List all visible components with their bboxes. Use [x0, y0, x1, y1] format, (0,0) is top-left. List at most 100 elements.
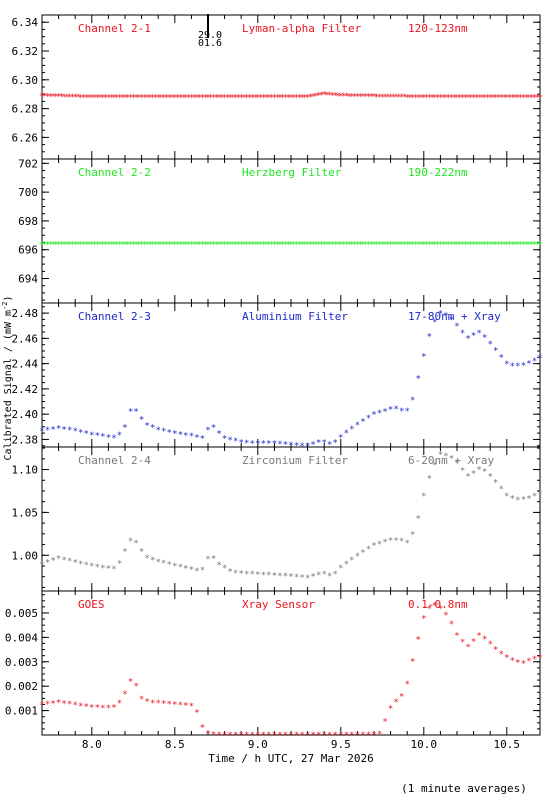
x-tick-label: 10.5 — [494, 738, 521, 751]
data-point: * — [122, 547, 127, 557]
data-point: * — [227, 94, 232, 104]
data-point: * — [485, 94, 490, 104]
data-point: * — [111, 434, 116, 444]
data-point: * — [291, 94, 296, 104]
data-point: * — [67, 557, 72, 567]
data-point: * — [510, 94, 515, 104]
data-point: * — [449, 316, 454, 326]
data-point: * — [122, 423, 127, 433]
data-point: * — [487, 472, 492, 482]
data-point: * — [288, 94, 293, 104]
data-point: * — [277, 94, 282, 104]
data-point: * — [443, 94, 448, 104]
data-point: * — [421, 492, 426, 502]
data-point: * — [120, 94, 125, 104]
data-point: * — [128, 408, 133, 418]
data-point: * — [485, 240, 490, 250]
data-point: * — [186, 94, 191, 104]
data-point: * — [142, 240, 147, 250]
data-point: * — [324, 91, 329, 101]
data-point: * — [238, 240, 243, 250]
x-tick-label: 8.0 — [82, 738, 102, 751]
data-point: * — [283, 731, 288, 741]
data-point: * — [75, 93, 80, 103]
data-point: * — [144, 697, 149, 707]
data-point: * — [230, 240, 235, 250]
data-point: * — [487, 94, 492, 104]
data-point: * — [131, 240, 136, 250]
data-point: * — [510, 657, 515, 667]
data-point: * — [147, 240, 152, 250]
data-point: * — [272, 94, 277, 104]
data-point: * — [399, 240, 404, 250]
data-point: * — [321, 240, 326, 250]
data-point: * — [496, 240, 501, 250]
data-point: * — [56, 554, 61, 564]
data-point: * — [269, 94, 274, 104]
data-point: * — [512, 94, 517, 104]
data-point: * — [106, 94, 111, 104]
y-tick-label: 6.28 — [12, 103, 39, 116]
y-tick-label: 2.38 — [12, 433, 39, 446]
data-point: * — [266, 240, 271, 250]
data-point: * — [283, 94, 288, 104]
data-point: * — [48, 240, 53, 250]
data-point: * — [327, 440, 332, 450]
data-point: * — [416, 515, 421, 525]
data-point: * — [305, 240, 310, 250]
data-point: * — [294, 240, 299, 250]
data-point: * — [310, 240, 315, 250]
data-point: * — [42, 92, 47, 102]
data-point: * — [61, 556, 66, 566]
data-point: * — [377, 409, 382, 419]
data-point: * — [402, 93, 407, 103]
data-point: * — [241, 240, 246, 250]
data-point: * — [438, 605, 443, 615]
data-point: * — [482, 468, 487, 478]
data-point: * — [310, 441, 315, 451]
data-point: * — [122, 240, 127, 250]
data-point: * — [357, 92, 362, 102]
data-point: * — [382, 538, 387, 548]
data-point: * — [161, 94, 166, 104]
data-point: * — [233, 731, 238, 741]
filter-name: Aluminium Filter — [242, 310, 348, 323]
data-point: * — [67, 426, 72, 436]
data-point: * — [482, 635, 487, 645]
data-point: * — [410, 530, 415, 540]
panel-frame — [41, 14, 541, 160]
data-point: * — [277, 240, 282, 250]
data-point: * — [252, 240, 257, 250]
data-point: * — [360, 240, 365, 250]
data-point: * — [274, 240, 279, 250]
data-point: * — [344, 240, 349, 250]
y-tick-label: 2.40 — [12, 408, 39, 421]
data-point: * — [84, 240, 89, 250]
data-point: * — [48, 92, 53, 102]
data-point: * — [250, 731, 255, 741]
data-point: * — [117, 240, 122, 250]
data-point: * — [374, 93, 379, 103]
data-point: * — [100, 433, 105, 443]
data-point: * — [421, 94, 426, 104]
data-point: * — [349, 240, 354, 250]
data-point: * — [255, 240, 260, 250]
data-point: * — [272, 440, 277, 450]
data-point: * — [266, 94, 271, 104]
data-point: * — [244, 94, 249, 104]
data-point: * — [111, 704, 116, 714]
data-point: * — [493, 347, 498, 357]
data-point: * — [50, 92, 55, 102]
data-point: * — [305, 574, 310, 584]
data-point: * — [172, 430, 177, 440]
data-point: * — [230, 94, 235, 104]
data-point: * — [297, 240, 302, 250]
data-point: * — [39, 240, 44, 250]
filter-name: Lyman-alpha Filter — [242, 22, 362, 35]
data-point: * — [385, 93, 390, 103]
data-point: * — [219, 94, 224, 104]
data-point: * — [507, 240, 512, 250]
data-point: * — [178, 430, 183, 440]
data-point: * — [515, 94, 520, 104]
data-point: * — [117, 699, 122, 709]
